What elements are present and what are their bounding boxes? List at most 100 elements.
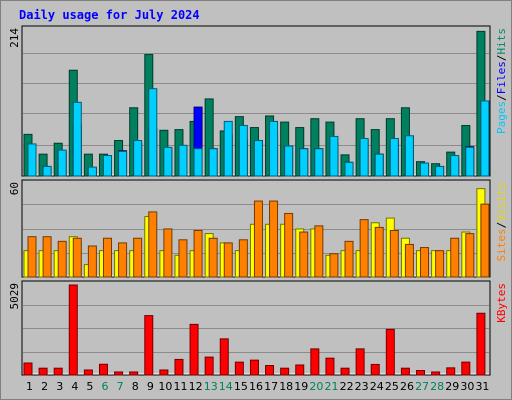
day-label-31: 31: [475, 380, 489, 393]
bar-visits-sites-26: [404, 243, 414, 278]
bar-visits-sites-4: [72, 237, 82, 278]
legend-item-hits-3: /: [495, 55, 508, 62]
day-label-29: 29: [445, 380, 459, 393]
bar-hits-pages-12: [193, 148, 203, 177]
bar-visits-sites-13: [208, 237, 218, 278]
day-label-26: 26: [400, 380, 414, 393]
day-label-10: 10: [158, 380, 172, 393]
bar-hits-pages-8: [133, 140, 143, 177]
bar-hits-pages-7: [118, 150, 128, 177]
bar-visits-sites-3: [57, 240, 67, 278]
day-label-9: 9: [147, 380, 154, 393]
bar-hits-pages-21: [329, 135, 339, 177]
day-label-8: 8: [132, 380, 139, 393]
chart-title: Daily usage for July 2024: [19, 8, 200, 22]
bar-visits-sites-28: [435, 250, 445, 278]
bar-kbytes-kbytes-7: [114, 371, 124, 376]
legend-item-hits-1: /: [495, 94, 508, 101]
bar-visits-sites-24: [374, 226, 384, 278]
bar-visits-sites-23: [359, 219, 369, 278]
bar-kbytes-kbytes-3: [53, 367, 63, 376]
bar-hits-pages-29: [450, 155, 460, 177]
bar-kbytes-kbytes-14: [219, 338, 229, 376]
bar-kbytes-kbytes-19: [295, 364, 305, 376]
bar-kbytes-kbytes-9: [144, 315, 154, 376]
day-label-11: 11: [174, 380, 188, 393]
bar-hits-pages-27: [420, 162, 430, 177]
bar-hits-pages-18: [284, 145, 294, 177]
day-label-5: 5: [86, 380, 93, 393]
bar-kbytes-kbytes-21: [325, 357, 335, 376]
day-label-13: 13: [204, 380, 218, 393]
bar-hits-pages-20: [314, 148, 324, 177]
bar-kbytes-kbytes-5: [83, 369, 93, 376]
legend-kbytes: KBytes: [495, 283, 508, 323]
legend-item-kbytes-0: KBytes: [495, 283, 508, 323]
legend-item-hits-4: Hits: [495, 28, 508, 55]
bar-visits-sites-30: [465, 233, 475, 278]
day-label-15: 15: [234, 380, 248, 393]
day-label-27: 27: [415, 380, 429, 393]
bar-visits-sites-9: [148, 211, 158, 278]
day-label-16: 16: [249, 380, 263, 393]
bar-kbytes-kbytes-12: [189, 323, 199, 376]
bar-visits-sites-15: [238, 239, 248, 278]
bar-kbytes-kbytes-30: [461, 361, 471, 376]
day-label-1: 1: [26, 380, 33, 393]
bar-hits-pages-23: [359, 137, 369, 177]
bar-hits-pages-16: [253, 140, 263, 177]
day-label-14: 14: [219, 380, 233, 393]
day-label-28: 28: [430, 380, 444, 393]
day-label-30: 30: [460, 380, 474, 393]
legend-item-hits-2: Files: [495, 61, 508, 94]
bar-visits-sites-8: [133, 237, 143, 278]
bar-kbytes-kbytes-8: [129, 371, 139, 376]
bar-hits-pages-15: [238, 125, 248, 177]
bar-hits-pages-9: [148, 88, 158, 177]
legend-item-visits-1: /: [495, 222, 508, 229]
day-label-17: 17: [264, 380, 278, 393]
bar-hits-pages-22: [344, 161, 354, 177]
legend-item-visits-2: Visits: [495, 182, 508, 222]
bar-visits-sites-29: [450, 237, 460, 278]
bar-kbytes-kbytes-27: [416, 370, 426, 376]
bar-hits-pages-26: [404, 135, 414, 177]
day-labels: 1 2 3 4 5 6 7 8 9 10 11 12 13 14 15 16 17 18 19 20 21 22 23 24 2…: [26, 380, 489, 393]
bar-visits-sites-10: [163, 228, 173, 278]
bar-kbytes-kbytes-29: [446, 367, 456, 376]
bar-hits-pages-17: [269, 120, 279, 177]
bar-visits-sites-22: [344, 240, 354, 278]
bar-hits-pages-19: [299, 148, 309, 177]
day-label-25: 25: [385, 380, 399, 393]
bar-visits-sites-14: [223, 242, 233, 278]
bar-hits-pages-14: [223, 120, 233, 177]
bar-kbytes-kbytes-13: [204, 356, 214, 376]
bar-visits-sites-11: [178, 239, 188, 278]
bar-kbytes-kbytes-20: [310, 348, 320, 376]
bar-visits-sites-21: [329, 253, 339, 278]
day-label-4: 4: [71, 380, 78, 393]
day-label-3: 3: [56, 380, 63, 393]
bar-hits-pages-5: [87, 166, 97, 177]
bar-hits-pages-1: [27, 143, 37, 177]
legend-item-hits-0: Pages: [495, 101, 508, 134]
day-label-18: 18: [279, 380, 293, 393]
day-label-6: 6: [102, 380, 109, 393]
bar-kbytes-kbytes-26: [400, 367, 410, 376]
bar-kbytes-kbytes-18: [280, 367, 290, 376]
bar-kbytes-kbytes-23: [355, 348, 365, 376]
bar-visits-sites-17: [269, 200, 279, 278]
bar-kbytes-kbytes-24: [370, 363, 380, 376]
day-label-12: 12: [189, 380, 203, 393]
bar-hits-pages-3: [57, 149, 67, 177]
bar-hits-pages-11: [178, 144, 188, 177]
bar-kbytes-kbytes-31: [476, 312, 486, 376]
day-label-20: 20: [309, 380, 323, 393]
bar-hits-pages-10: [163, 146, 173, 177]
legend-hits: Pages/Files/Hits: [495, 28, 508, 134]
bar-visits-sites-16: [253, 200, 263, 278]
bar-visits-sites-6: [102, 237, 112, 278]
max-label-hits: 214: [8, 28, 21, 48]
